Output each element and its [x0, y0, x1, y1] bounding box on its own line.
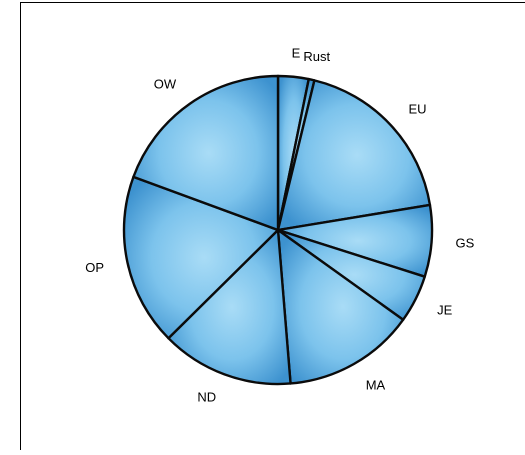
pie-label-je: JE — [437, 302, 453, 317]
pie-label-nd: ND — [197, 389, 216, 404]
pie-label-ow: OW — [154, 77, 177, 92]
pie-slices — [122, 74, 434, 386]
pie-label-ma: MA — [366, 377, 386, 392]
pie-label-e: E — [292, 45, 301, 60]
pie-slice-nd — [167, 228, 292, 386]
pie-label-eu: EU — [409, 102, 427, 117]
pie-label-gs: GS — [456, 235, 475, 250]
pie-slice-op — [122, 175, 280, 340]
pie-slice-ma — [276, 228, 405, 385]
pie-slice-ow — [132, 74, 280, 232]
pie-slice-eu — [276, 79, 432, 232]
pie-label-op: OP — [85, 260, 104, 275]
pie-label-rust: Rust — [303, 49, 330, 64]
pie-labels: E Rust EU GS JE MA ND OP OW — [85, 45, 474, 404]
